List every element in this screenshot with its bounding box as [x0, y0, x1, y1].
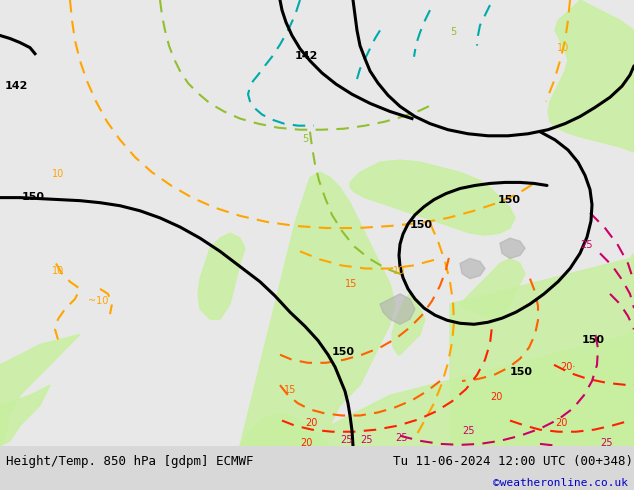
- Text: 20: 20: [305, 417, 318, 428]
- Polygon shape: [290, 324, 634, 446]
- Text: 10: 10: [52, 170, 64, 179]
- Polygon shape: [548, 0, 634, 152]
- Polygon shape: [460, 258, 525, 319]
- Polygon shape: [0, 334, 80, 446]
- Text: 5: 5: [302, 134, 308, 144]
- Polygon shape: [240, 172, 395, 446]
- Text: Tu 11-06-2024 12:00 UTC (00+348): Tu 11-06-2024 12:00 UTC (00+348): [393, 455, 633, 468]
- Polygon shape: [198, 233, 245, 319]
- Text: ~10: ~10: [88, 296, 108, 306]
- Text: 142: 142: [5, 81, 29, 91]
- Text: 142: 142: [295, 51, 318, 61]
- Text: 10: 10: [52, 266, 64, 275]
- Text: 150: 150: [332, 347, 355, 357]
- Polygon shape: [240, 414, 310, 446]
- Text: 25: 25: [462, 426, 474, 436]
- Text: 25: 25: [580, 240, 593, 250]
- Text: 150: 150: [498, 195, 521, 205]
- Polygon shape: [380, 294, 415, 324]
- Text: 25: 25: [395, 433, 408, 443]
- Text: 10: 10: [557, 43, 569, 52]
- Polygon shape: [350, 160, 515, 235]
- Text: 5: 5: [450, 27, 456, 37]
- Text: 15: 15: [284, 385, 296, 395]
- Text: 20: 20: [555, 417, 567, 428]
- Polygon shape: [460, 258, 485, 279]
- Text: Height/Temp. 850 hPa [gdpm] ECMWF: Height/Temp. 850 hPa [gdpm] ECMWF: [6, 455, 254, 468]
- Polygon shape: [0, 385, 50, 446]
- Polygon shape: [500, 238, 525, 258]
- Text: 20: 20: [300, 438, 313, 448]
- Polygon shape: [465, 344, 634, 446]
- Text: 150: 150: [510, 367, 533, 377]
- Polygon shape: [240, 420, 330, 446]
- Polygon shape: [450, 253, 634, 446]
- Text: 25: 25: [360, 435, 373, 445]
- Text: 10: 10: [393, 266, 405, 275]
- Text: 150: 150: [582, 335, 605, 344]
- Text: 15: 15: [345, 279, 358, 289]
- Text: 150: 150: [22, 192, 45, 202]
- Text: 25: 25: [600, 438, 612, 448]
- Text: 25: 25: [340, 435, 353, 445]
- Text: 20: 20: [490, 392, 502, 402]
- Text: ©weatheronline.co.uk: ©weatheronline.co.uk: [493, 478, 628, 489]
- Text: 20·: 20·: [560, 362, 576, 372]
- Polygon shape: [392, 294, 425, 355]
- Text: 150: 150: [410, 220, 433, 230]
